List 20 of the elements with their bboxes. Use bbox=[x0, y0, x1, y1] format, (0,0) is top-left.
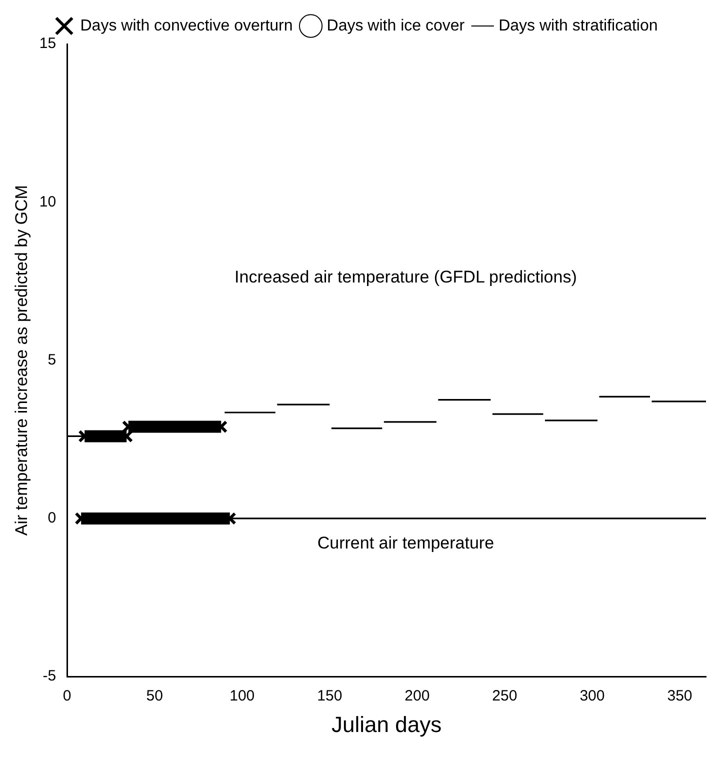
x-axis-title: Julian days bbox=[332, 712, 442, 737]
x-tick-label: 200 bbox=[404, 688, 430, 705]
x-tick-label: 50 bbox=[146, 688, 163, 705]
legend-label: Days with stratification bbox=[498, 17, 658, 34]
legend-label: Days with ice cover bbox=[326, 17, 466, 34]
annotation: Increased air temperature (GFDL predictions) bbox=[234, 268, 577, 287]
y-tick-label: 15 bbox=[39, 35, 56, 52]
x-tick-label: 350 bbox=[667, 688, 692, 705]
y-tick-label: -5 bbox=[42, 668, 56, 685]
x-tick-label: 250 bbox=[492, 688, 518, 705]
y-axis-title: Air temperature increase as predicted by GCM bbox=[12, 185, 31, 536]
legend-label: Days with convective overturn bbox=[80, 17, 293, 34]
x-tick-label: 150 bbox=[317, 688, 342, 705]
x-tick-label: 0 bbox=[62, 688, 72, 705]
x-tick-label: 300 bbox=[580, 688, 605, 705]
y-tick-label: 5 bbox=[48, 351, 56, 368]
y-tick-label: 0 bbox=[48, 510, 56, 527]
annotation: Current air temperature bbox=[317, 533, 494, 552]
y-tick-label: 10 bbox=[39, 193, 56, 210]
x-tick-label: 100 bbox=[230, 688, 255, 705]
